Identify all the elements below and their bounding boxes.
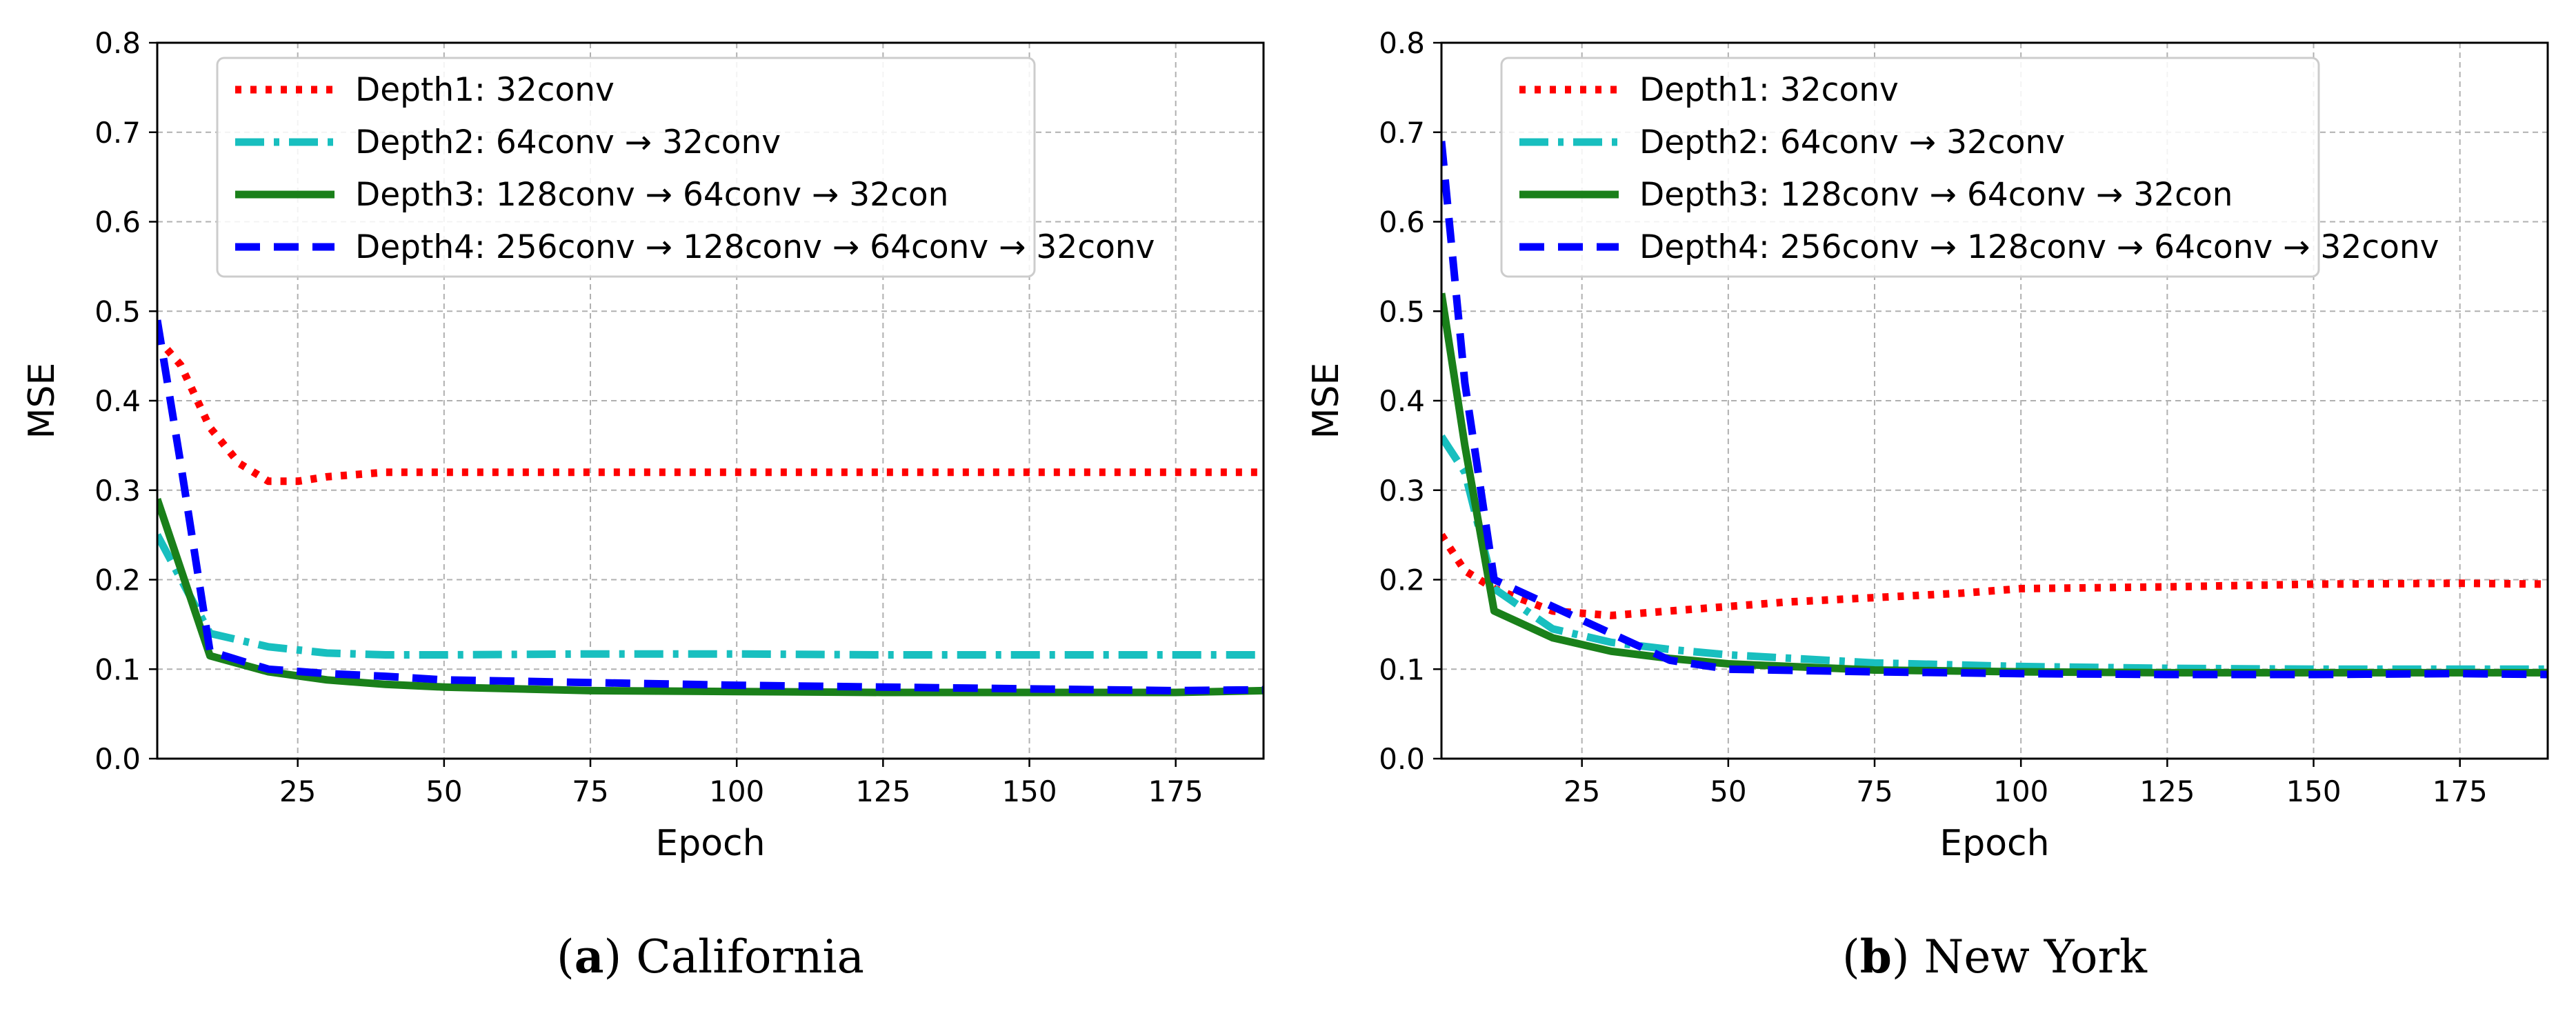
series-line-depth4 [157, 319, 1264, 695]
y-tick-label: 0.8 [1379, 26, 1425, 60]
x-tick-label: 50 [1710, 775, 1746, 808]
x-tick-label: 25 [1564, 775, 1600, 808]
legend-label-depth1: Depth1: 32conv [355, 71, 615, 109]
caption-close-paren: ) [1892, 930, 1910, 983]
chart-panel-new-york: 25 50 75 100 125 150 175 0.0 0.1 0.2 0.3 0.4 0.5 0.6 0… [1306, 26, 2549, 983]
x-tick-label: 50 [426, 775, 462, 808]
x-tick-label: 175 [2433, 775, 2488, 808]
x-tick-label: 100 [1993, 775, 2048, 808]
y-tick-label: 0.7 [94, 116, 141, 150]
chart-panel-california: 25 50 75 100 125 150 175 0.0 0.1 0.2 0.3 0.4 0.5 0.6 0… [21, 26, 1265, 983]
x-tick-label: 100 [709, 775, 764, 808]
figure-caption: (b) New York [1842, 930, 2148, 983]
x-tick-label: 75 [572, 775, 608, 808]
y-tick-label: 0.5 [1379, 294, 1425, 328]
caption-text: New York [1910, 930, 2148, 983]
y-tick-label: 0.4 [94, 384, 141, 418]
caption-open-paren: ( [1842, 930, 1860, 983]
legend-label-depth1: Depth1: 32conv [1639, 71, 1899, 109]
caption-letter: a [575, 930, 604, 983]
legend-label-depth4: Depth4: 256conv → 128conv → 64conv → 32c… [1639, 228, 2439, 266]
series-group [157, 319, 1264, 697]
y-tick-label: 0.2 [94, 563, 141, 597]
legend-label-depth2: Depth2: 64conv → 32conv [355, 123, 781, 161]
x-tick-label: 75 [1856, 775, 1893, 808]
series-line-depth2 [157, 533, 1264, 659]
caption-letter: b [1860, 930, 1892, 983]
plot-frame [156, 41, 1265, 760]
y-tick-label: 0.4 [1379, 384, 1425, 418]
y-tick-label: 0.0 [1379, 742, 1425, 776]
x-tick-label: 25 [279, 775, 316, 808]
x-tick-label: 150 [2286, 775, 2341, 808]
series-line-depth1 [157, 335, 1264, 486]
y-tick-label: 0.8 [94, 26, 141, 60]
y-tick-label: 0.6 [1379, 206, 1425, 239]
y-tick-label: 0.3 [1379, 474, 1425, 508]
y-tick-label: 0.7 [1379, 116, 1425, 150]
x-axis-title: Epoch [1939, 823, 2049, 864]
plot-frame [1440, 41, 2549, 760]
caption-text: California [621, 930, 864, 983]
y-tick-label: 0.3 [94, 474, 141, 508]
caption-close-paren: ) [604, 930, 622, 983]
legend-label-depth3: Depth3: 128conv → 64conv → 32con [355, 176, 948, 214]
series-line-depth1 [1441, 532, 2548, 619]
x-tick-label: 150 [1001, 775, 1057, 808]
figure-caption: (a) California [557, 930, 864, 983]
series-line-depth4 [1441, 141, 2548, 679]
series-group [1441, 141, 2548, 679]
legend-box [216, 57, 1036, 278]
y-tick-label: 0.1 [94, 652, 141, 686]
x-axis-title: Epoch [655, 823, 765, 864]
caption-open-paren: ( [557, 930, 575, 983]
y-axis-title: MSE [21, 363, 63, 439]
y-tick-label: 0.6 [94, 206, 141, 239]
y-tick-label: 0.0 [94, 742, 141, 776]
y-tick-label: 0.1 [1379, 652, 1425, 686]
series-line-depth2 [1441, 434, 2548, 673]
y-tick-label: 0.2 [1379, 563, 1425, 597]
legend-label-depth4: Depth4: 256conv → 128conv → 64conv → 32c… [355, 228, 1155, 266]
series-line-depth3 [157, 497, 1264, 697]
legend-label-depth2: Depth2: 64conv → 32conv [1639, 123, 2065, 161]
y-tick-label: 0.5 [94, 294, 141, 328]
x-tick-label: 125 [2139, 775, 2195, 808]
y-axis-title: MSE [1306, 363, 1347, 439]
legend-label-depth3: Depth3: 128conv → 64conv → 32con [1639, 176, 2233, 214]
x-tick-label: 125 [855, 775, 910, 808]
legend-box [1500, 57, 2320, 278]
x-tick-label: 175 [1148, 775, 1204, 808]
series-line-depth3 [1441, 292, 2548, 677]
